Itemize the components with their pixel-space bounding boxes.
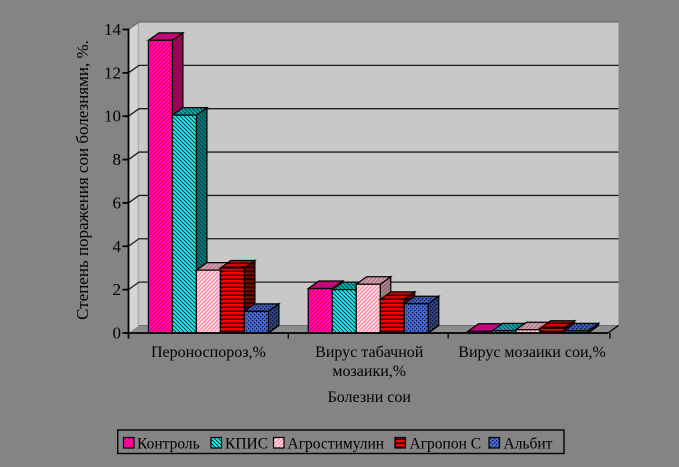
svg-text:12: 12 — [104, 63, 121, 82]
svg-text:КПИС: КПИС — [225, 436, 268, 453]
svg-text:4: 4 — [113, 237, 122, 256]
svg-text:6: 6 — [113, 193, 122, 212]
svg-text:Вирус мозаики сои,%: Вирус мозаики сои,% — [458, 344, 606, 361]
svg-text:10: 10 — [104, 107, 121, 126]
svg-text:0: 0 — [113, 324, 122, 343]
svg-text:Альбит: Альбит — [504, 436, 553, 453]
svg-text:Болезни сои: Болезни сои — [328, 389, 412, 406]
svg-text:Вирус табачной: Вирус табачной — [315, 344, 424, 361]
svg-text:2: 2 — [113, 280, 122, 299]
svg-text:Агростимулин: Агростимулин — [288, 436, 385, 453]
svg-text:Контроль: Контроль — [137, 436, 200, 453]
svg-text:Агропон С: Агропон С — [410, 436, 482, 453]
svg-text:мозаики,%: мозаики,% — [332, 363, 406, 380]
svg-text:Степень поражения сои болезням: Степень поражения сои болезнями, %. — [73, 40, 92, 320]
svg-text:8: 8 — [113, 150, 122, 169]
svg-text:Пероноспороз,%: Пероноспороз,% — [151, 344, 266, 361]
svg-text:14: 14 — [104, 20, 122, 39]
